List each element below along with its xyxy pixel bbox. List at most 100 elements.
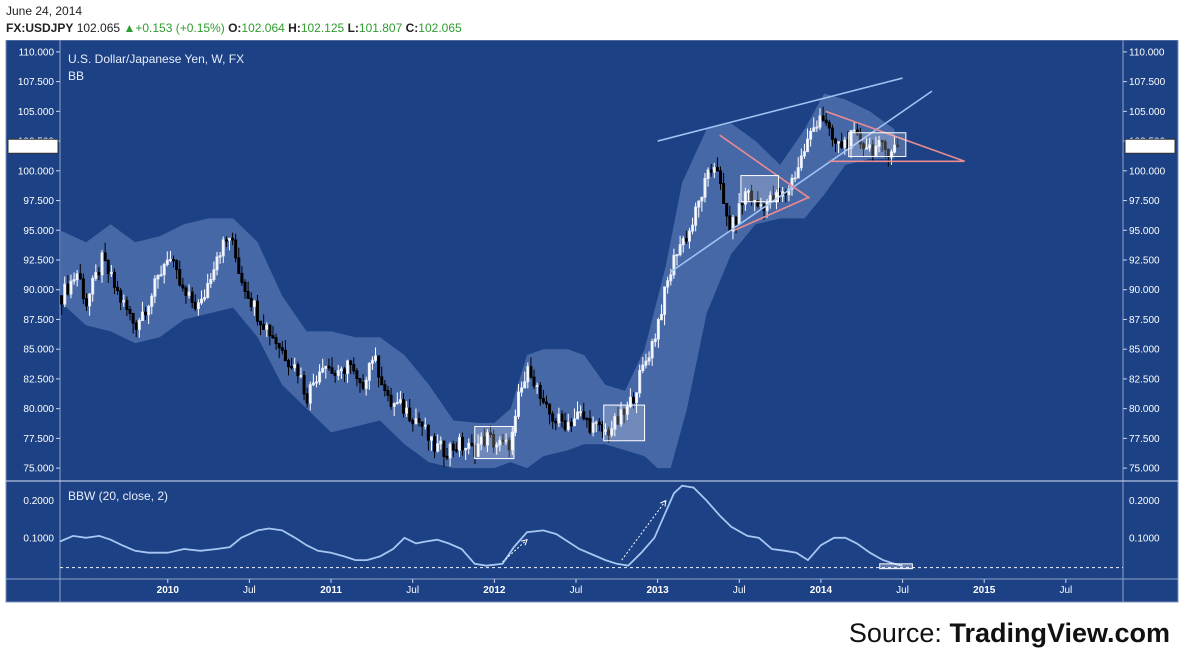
- candle: [321, 367, 325, 373]
- candle: [314, 381, 318, 384]
- candle: [635, 392, 639, 404]
- x-tick-label: Jul: [1059, 585, 1072, 596]
- candle: [479, 436, 483, 445]
- candle: [290, 366, 294, 369]
- chart-area[interactable]: 75.000 75.000 77.500 77.500 80.000 80.000 82.5…: [0, 40, 1184, 606]
- consolidation-box-2: [603, 404, 646, 442]
- y-tick-label-left: 100.000: [18, 166, 55, 177]
- candle: [259, 320, 263, 326]
- candle: [184, 287, 188, 296]
- y-tick-label-left: 77.500: [23, 434, 54, 445]
- candle: [597, 421, 601, 426]
- candle: [613, 416, 617, 430]
- candle: [352, 364, 356, 372]
- trendline-5: [825, 110, 965, 163]
- candle: [361, 382, 365, 389]
- consolidation-box-1: [474, 425, 515, 460]
- candle: [650, 341, 654, 359]
- trendline-4: [734, 196, 810, 232]
- x-tick-label: Jul: [570, 585, 583, 596]
- close-value: 102.065: [418, 21, 462, 35]
- candle: [162, 264, 166, 276]
- candle: [377, 355, 381, 378]
- consolidation-box-4: [848, 132, 907, 158]
- candle: [249, 297, 253, 308]
- x-tick-label: 2014: [810, 585, 833, 596]
- candle: [591, 422, 595, 433]
- candle: [703, 178, 707, 198]
- candle: [333, 372, 337, 376]
- candle: [728, 215, 732, 232]
- candle: [607, 429, 611, 436]
- candle: [855, 129, 859, 135]
- candle: [793, 177, 797, 180]
- candle: [426, 424, 430, 441]
- candle: [827, 122, 831, 129]
- bbw-y-tick-label-left: 0.2000: [23, 496, 54, 507]
- candle: [802, 151, 806, 157]
- symbol[interactable]: FX:USDJPY: [6, 21, 74, 35]
- candle: [274, 337, 278, 345]
- candle: [336, 370, 340, 376]
- candle: [349, 360, 353, 366]
- candle: [824, 119, 828, 124]
- candle: [125, 299, 129, 311]
- candle: [128, 309, 132, 314]
- x-tick-label: 2013: [647, 585, 670, 596]
- candle: [364, 379, 368, 389]
- candle: [610, 428, 614, 436]
- price-tag-right-text: 102.065: [1132, 142, 1169, 153]
- candle: [280, 347, 284, 351]
- candle: [296, 364, 300, 377]
- y-tick-label-right: 92.500: [1129, 256, 1160, 267]
- candle: [790, 177, 794, 190]
- candle: [461, 437, 465, 451]
- candle: [293, 364, 297, 369]
- indicator-label: BB: [68, 69, 84, 83]
- x-tick-label: Jul: [406, 585, 419, 596]
- candle: [743, 191, 747, 205]
- trendline-2: [670, 90, 933, 273]
- candle: [893, 144, 897, 153]
- candle: [150, 295, 154, 307]
- candle: [178, 269, 182, 286]
- candle: [722, 182, 726, 204]
- price-change: +0.153 (+0.15%): [135, 21, 225, 35]
- candle: [818, 115, 822, 128]
- candle: [454, 449, 458, 452]
- candle: [423, 424, 427, 427]
- candle: [656, 319, 660, 340]
- candle: [883, 141, 887, 150]
- candle: [812, 127, 816, 132]
- candle: [837, 141, 841, 144]
- candle: [588, 418, 592, 433]
- candle: [675, 254, 679, 257]
- candle: [796, 167, 800, 179]
- candle: [731, 216, 735, 232]
- price-tag-left-text: 102.065: [15, 142, 52, 153]
- candle: [834, 138, 838, 144]
- y-tick-label-right: 97.500: [1129, 196, 1160, 207]
- y-tick-label-right: 82.500: [1129, 374, 1160, 385]
- candle: [389, 394, 393, 407]
- y-tick-label-left: 107.500: [18, 77, 55, 88]
- y-tick-label-left: 105.000: [18, 107, 55, 118]
- candle: [436, 443, 440, 452]
- candle: [305, 393, 309, 404]
- candle: [234, 239, 238, 259]
- candle: [669, 274, 673, 282]
- candle: [725, 202, 729, 217]
- candle: [554, 420, 558, 424]
- candle: [203, 297, 207, 300]
- candle: [395, 401, 399, 405]
- candle: [569, 421, 573, 427]
- open-label: O:: [228, 21, 242, 35]
- bbw-line: [59, 484, 903, 567]
- high-value: 102.125: [300, 21, 345, 35]
- trendline-3: [719, 134, 810, 199]
- candle: [560, 413, 564, 422]
- candle: [215, 256, 219, 271]
- candle: [523, 381, 527, 389]
- candle: [719, 170, 723, 184]
- candle: [628, 396, 632, 408]
